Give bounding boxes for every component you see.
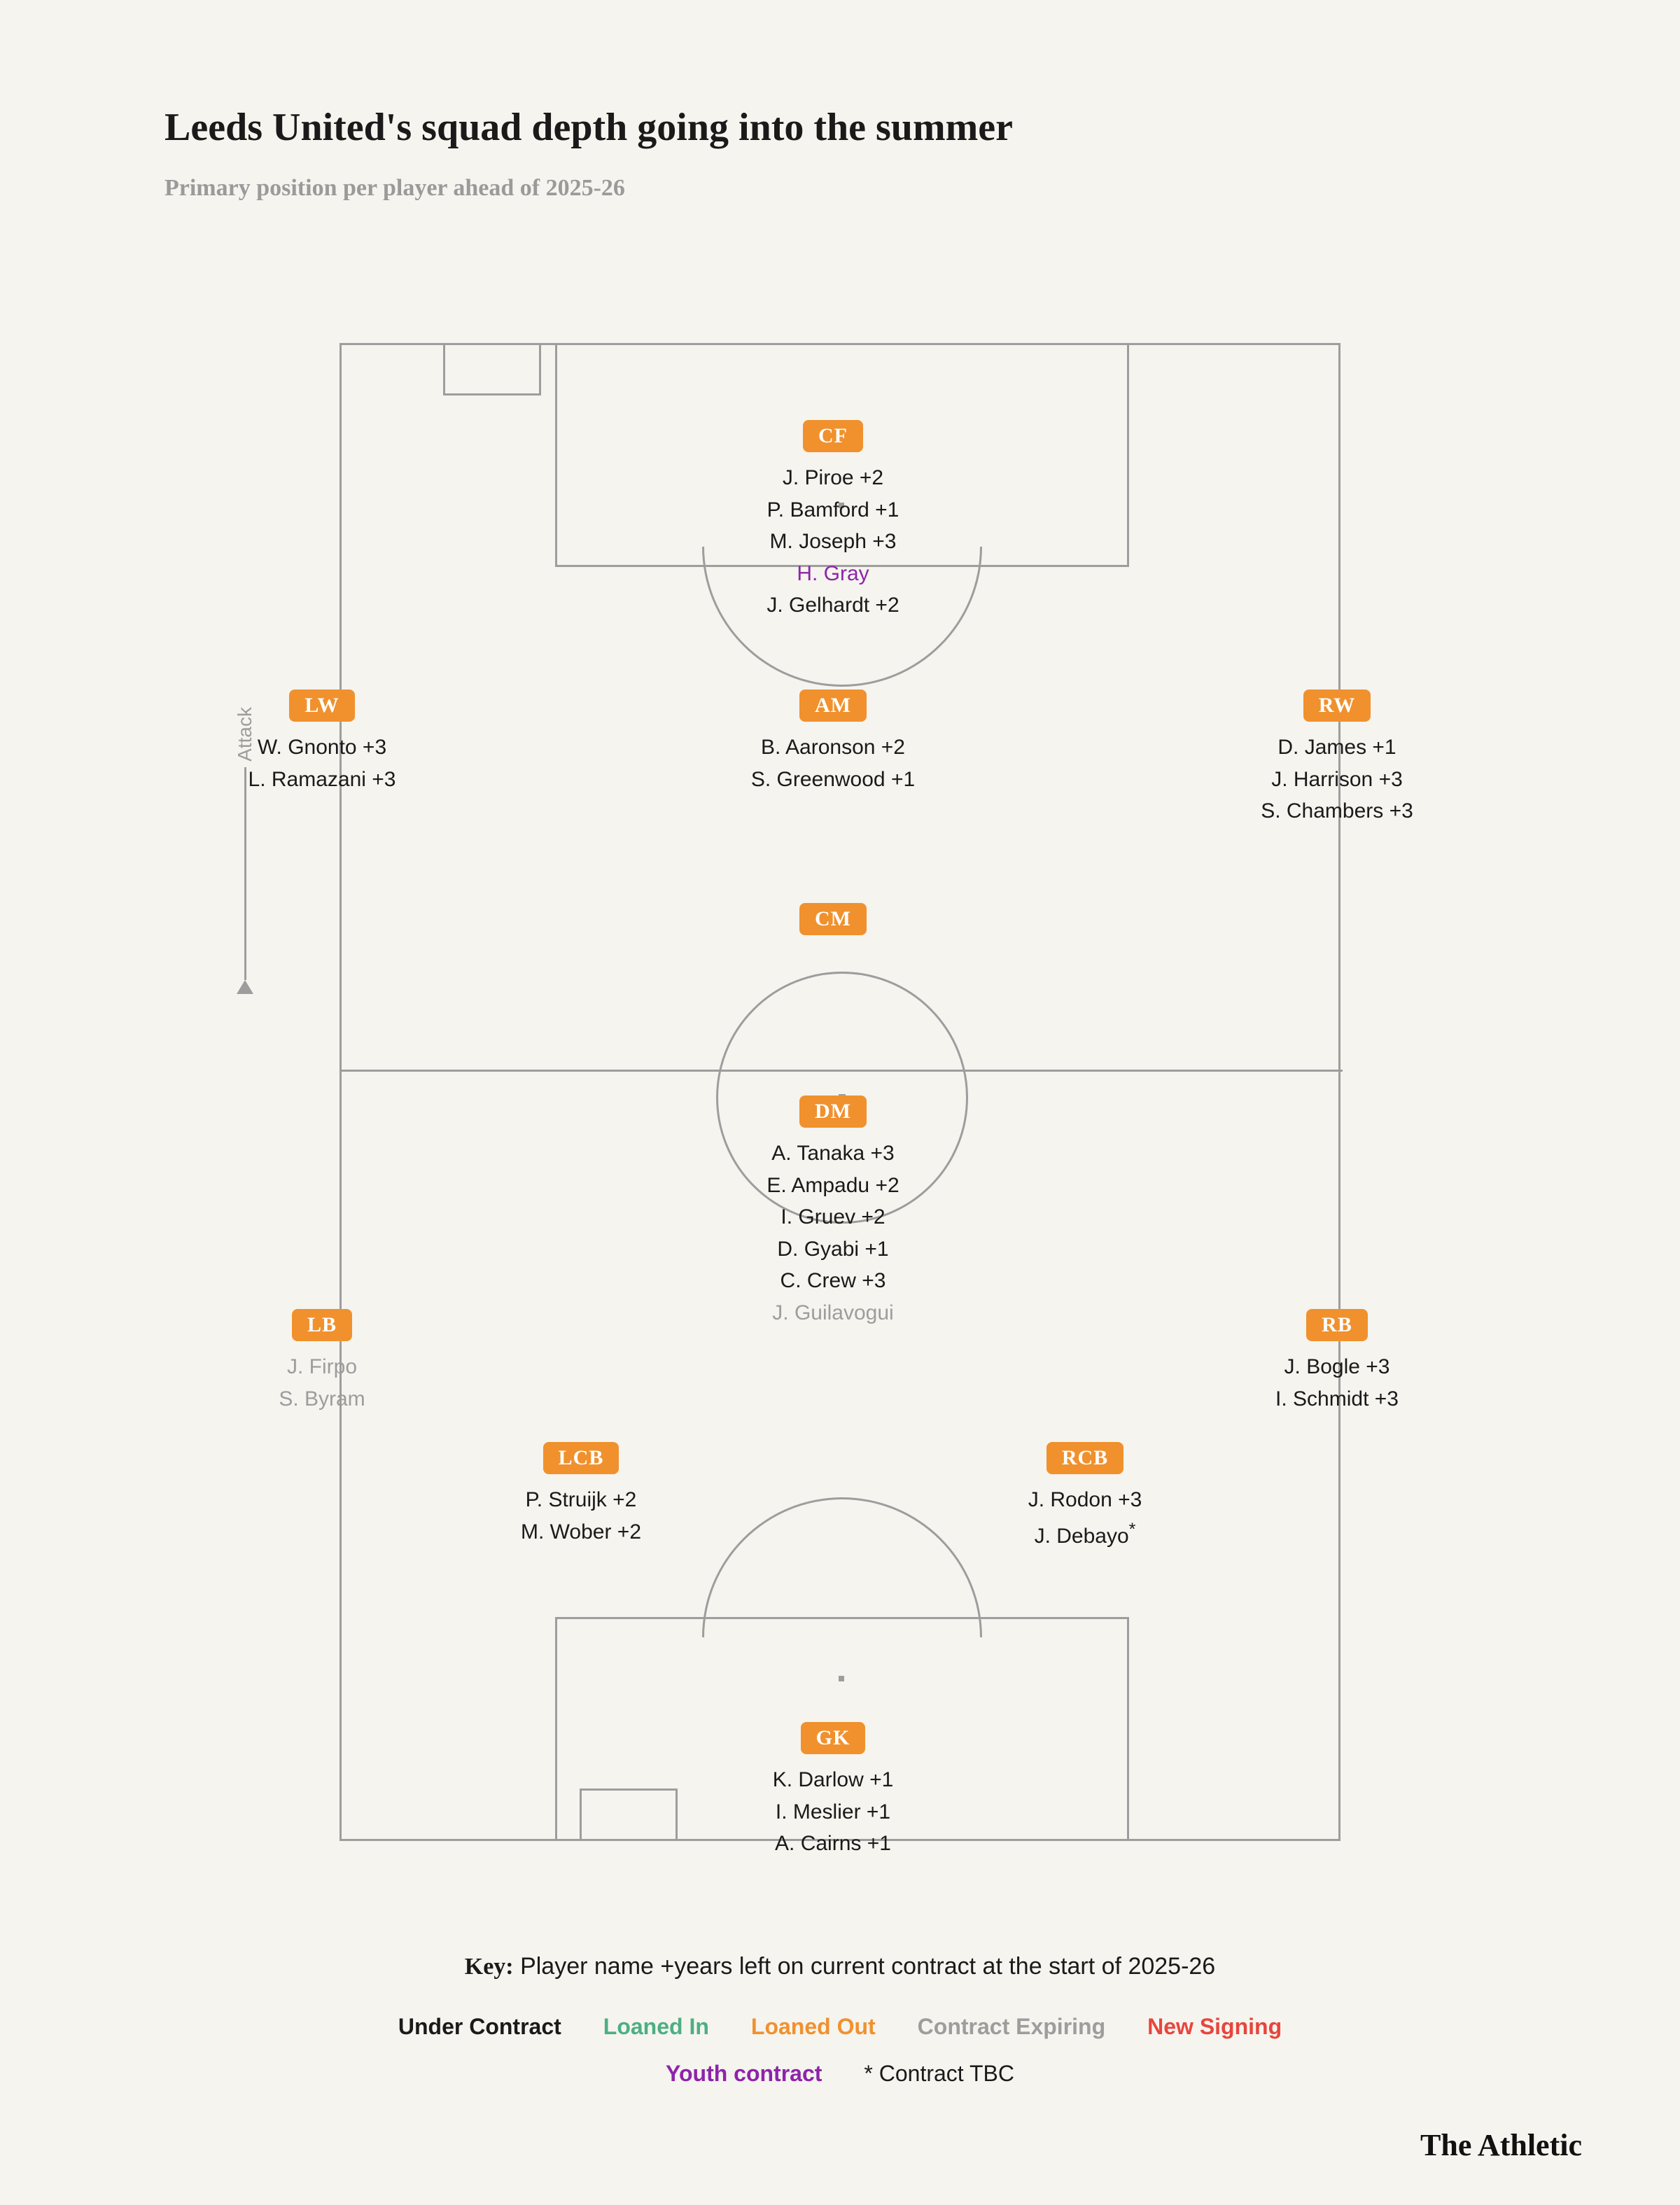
position-badge-GK: GK	[801, 1722, 866, 1754]
position-group-LB: LB J. Firpo S. Byram	[175, 1309, 469, 1415]
attack-arrow-line	[244, 767, 246, 980]
position-players-LW: W. Gnonto +3 L. Ramazani +3	[175, 732, 469, 795]
position-players-GK: K. Darlow +1 I. Meslier +1 A. Cairns +1	[686, 1764, 980, 1860]
position-badge-DM: DM	[799, 1096, 867, 1128]
position-badge-CF: CF	[803, 420, 863, 452]
position-group-GK: GK K. Darlow +1 I. Meslier +1 A. Cairns …	[686, 1722, 980, 1860]
position-group-DM: DM A. Tanaka +3 E. Ampadu +2 I. Gruev +2…	[686, 1096, 980, 1329]
position-players-DM: A. Tanaka +3 E. Ampadu +2 I. Gruev +2 D.…	[686, 1138, 980, 1329]
legend-under-contract: Under Contract	[398, 2014, 561, 2040]
legend-title: Key: Player name +years left on current …	[0, 1953, 1680, 1980]
position-players-LCB: P. Struijk +2 M. Wober +2	[434, 1484, 728, 1548]
position-players-CF: J. Piroe +2 P. Bamford +1 M. Joseph +3 H…	[686, 462, 980, 622]
bottom-goal-box	[580, 1788, 678, 1841]
legend-youth-contract: Youth contract	[666, 2061, 822, 2087]
bottom-penalty-spot	[839, 1676, 844, 1681]
position-badge-LW: LW	[289, 690, 354, 722]
legend-row-1: Under Contract Loaned In Loaned Out Cont…	[0, 2014, 1680, 2040]
position-group-LCB: LCB P. Struijk +2 M. Wober +2	[434, 1442, 728, 1548]
page-subtitle: Primary position per player ahead of 202…	[164, 175, 625, 202]
legend-section: Key: Player name +years left on current …	[0, 1953, 1680, 2087]
position-badge-AM: AM	[799, 690, 867, 722]
legend-contract-expiring: Contract Expiring	[918, 2014, 1105, 2040]
attack-arrow-head-icon	[237, 980, 253, 994]
legend-new-signing: New Signing	[1147, 2014, 1282, 2040]
position-badge-LB: LB	[292, 1309, 352, 1341]
position-badge-RB: RB	[1306, 1309, 1368, 1341]
position-players-AM: B. Aaronson +2 S. Greenwood +1	[686, 732, 980, 795]
squad-depth-chart: Leeds United's squad depth going into th…	[0, 0, 1680, 2205]
position-players-RW: D. James +1 J. Harrison +3 S. Chambers +…	[1190, 732, 1484, 827]
position-group-RW: RW D. James +1 J. Harrison +3 S. Chamber…	[1190, 690, 1484, 827]
position-group-AM: AM B. Aaronson +2 S. Greenwood +1	[686, 690, 980, 795]
page-title: Leeds United's squad depth going into th…	[164, 105, 1013, 150]
top-goal-box	[443, 343, 541, 396]
position-group-RB: RB J. Bogle +3 I. Schmidt +3	[1190, 1309, 1484, 1415]
position-players-RCB: J. Rodon +3 J. Debayo*	[938, 1484, 1232, 1552]
position-players-RB: J. Bogle +3 I. Schmidt +3	[1190, 1351, 1484, 1415]
position-group-RCB: RCB J. Rodon +3 J. Debayo*	[938, 1442, 1232, 1552]
position-badge-RCB: RCB	[1046, 1442, 1124, 1474]
position-players-LB: J. Firpo S. Byram	[175, 1351, 469, 1415]
position-group-CM: CM	[686, 903, 980, 945]
position-group-CF: CF J. Piroe +2 P. Bamford +1 M. Joseph +…	[686, 420, 980, 622]
legend-loaned-in: Loaned In	[603, 2014, 709, 2040]
position-badge-RW: RW	[1303, 690, 1371, 722]
the-athletic-logo: The Athletic	[1420, 2127, 1582, 2163]
legend-contract-tbc: * Contract TBC	[864, 2061, 1014, 2087]
position-badge-CM: CM	[799, 903, 867, 935]
position-group-LW: LW W. Gnonto +3 L. Ramazani +3	[175, 690, 469, 795]
legend-row-2: Youth contract * Contract TBC	[0, 2061, 1680, 2087]
legend-loaned-out: Loaned Out	[751, 2014, 876, 2040]
position-badge-LCB: LCB	[543, 1442, 620, 1474]
